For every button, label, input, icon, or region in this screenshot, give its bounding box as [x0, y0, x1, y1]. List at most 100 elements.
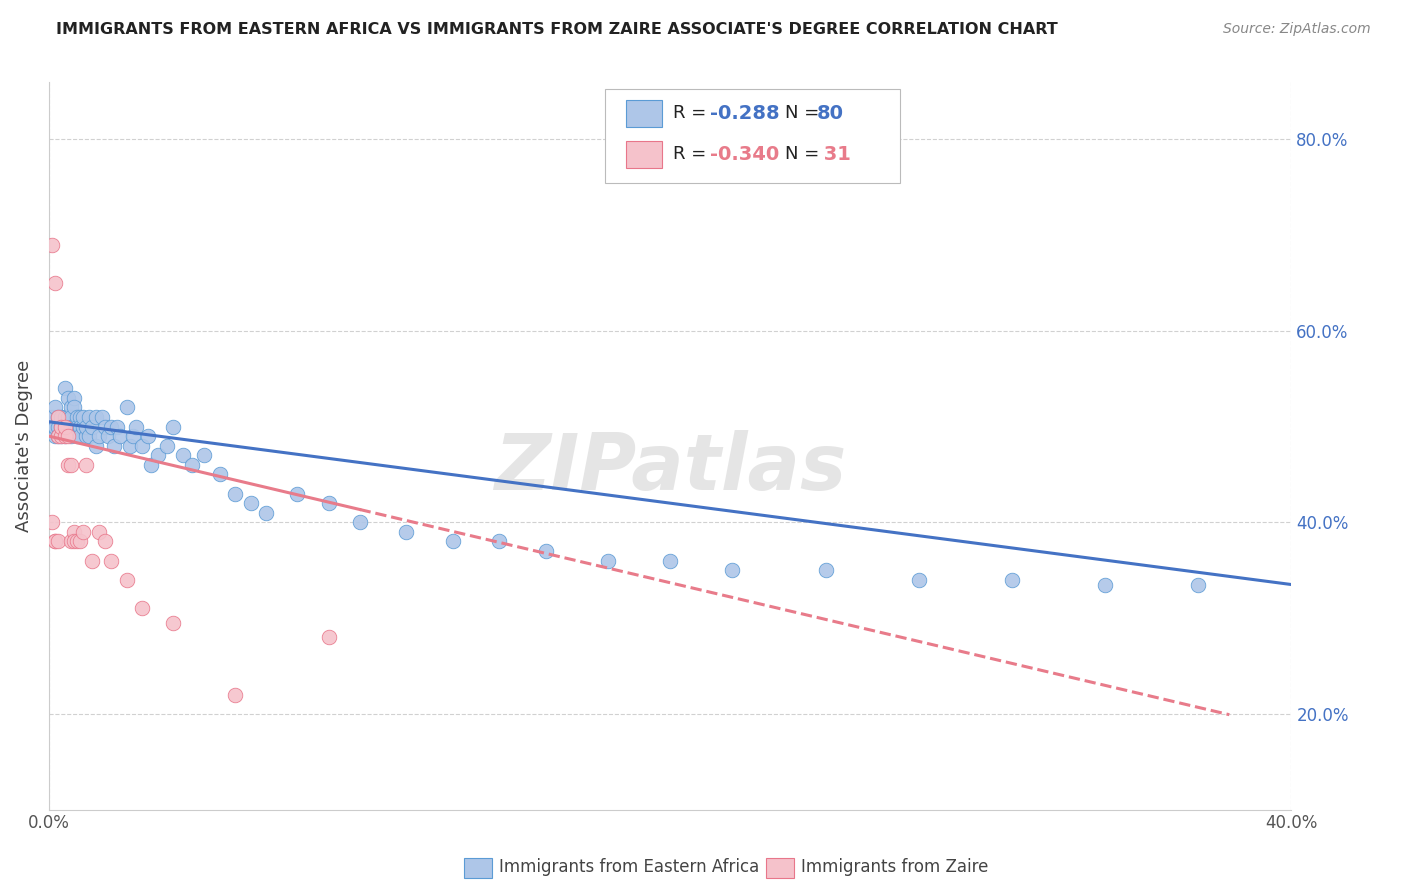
Point — [1001, 573, 1024, 587]
Point — [907, 573, 929, 587]
Point — [318, 496, 340, 510]
Point — [53, 381, 76, 395]
Point — [721, 563, 744, 577]
Point — [41, 516, 63, 530]
Point — [51, 409, 73, 424]
Point — [146, 448, 169, 462]
Point — [395, 524, 418, 539]
Point — [659, 553, 682, 567]
Point — [84, 439, 107, 453]
Point — [51, 419, 73, 434]
Point — [46, 409, 69, 424]
Point — [156, 439, 179, 453]
Point — [59, 419, 82, 434]
Point — [44, 429, 66, 443]
Point — [44, 401, 66, 415]
Point — [53, 429, 76, 443]
Point — [41, 237, 63, 252]
Point — [53, 419, 76, 434]
Point — [59, 458, 82, 472]
Point — [44, 276, 66, 290]
Point — [121, 429, 143, 443]
Point — [56, 419, 79, 434]
Point — [53, 419, 76, 434]
Point — [46, 409, 69, 424]
Point — [69, 409, 91, 424]
Point — [162, 615, 184, 630]
Point — [131, 601, 153, 615]
Point — [488, 534, 510, 549]
Point — [131, 439, 153, 453]
Text: -0.340: -0.340 — [710, 145, 779, 164]
Point — [72, 524, 94, 539]
Text: Immigrants from Zaire: Immigrants from Zaire — [801, 858, 988, 876]
Point — [90, 409, 112, 424]
Point — [59, 409, 82, 424]
Text: Immigrants from Eastern Africa: Immigrants from Eastern Africa — [499, 858, 759, 876]
Point — [66, 534, 89, 549]
Point — [193, 448, 215, 462]
Point — [103, 439, 125, 453]
Point — [596, 553, 619, 567]
Point — [100, 419, 122, 434]
Point — [349, 516, 371, 530]
Point — [59, 401, 82, 415]
Point — [72, 409, 94, 424]
Text: R =: R = — [673, 104, 713, 122]
Text: ZIPatlas: ZIPatlas — [494, 430, 846, 506]
Point — [94, 419, 117, 434]
Point — [69, 429, 91, 443]
Point — [63, 419, 86, 434]
Point — [59, 429, 82, 443]
Point — [53, 409, 76, 424]
Point — [56, 429, 79, 443]
Text: IMMIGRANTS FROM EASTERN AFRICA VS IMMIGRANTS FROM ZAIRE ASSOCIATE'S DEGREE CORRE: IMMIGRANTS FROM EASTERN AFRICA VS IMMIGR… — [56, 22, 1057, 37]
Point — [69, 419, 91, 434]
Point — [51, 429, 73, 443]
Point — [46, 419, 69, 434]
Point — [51, 429, 73, 443]
Point — [56, 391, 79, 405]
Point — [75, 419, 97, 434]
Point — [82, 419, 104, 434]
Point — [1094, 577, 1116, 591]
Point — [79, 429, 101, 443]
Text: -0.288: -0.288 — [710, 103, 780, 123]
Point — [87, 524, 110, 539]
Point — [63, 401, 86, 415]
Text: R =: R = — [673, 145, 713, 163]
Point — [87, 429, 110, 443]
Point — [75, 458, 97, 472]
Point — [180, 458, 202, 472]
Point — [44, 534, 66, 549]
Point — [53, 429, 76, 443]
Point — [141, 458, 163, 472]
Point — [172, 448, 194, 462]
Point — [814, 563, 837, 577]
Point — [162, 419, 184, 434]
Text: N =: N = — [785, 104, 818, 122]
Point — [287, 486, 309, 500]
Point — [115, 401, 138, 415]
Point — [51, 419, 73, 434]
Point — [66, 419, 89, 434]
Point — [56, 409, 79, 424]
Point — [97, 429, 120, 443]
Point — [41, 409, 63, 424]
Point — [66, 429, 89, 443]
Point — [105, 419, 128, 434]
Point — [44, 419, 66, 434]
Point — [79, 409, 101, 424]
Point — [69, 534, 91, 549]
Point — [46, 429, 69, 443]
Text: N =: N = — [785, 145, 818, 163]
Point — [46, 429, 69, 443]
Point — [84, 409, 107, 424]
Point — [72, 419, 94, 434]
Point — [224, 688, 246, 702]
Point — [63, 524, 86, 539]
Point — [41, 419, 63, 434]
Point — [94, 534, 117, 549]
Text: Source: ZipAtlas.com: Source: ZipAtlas.com — [1223, 22, 1371, 37]
Point — [100, 553, 122, 567]
